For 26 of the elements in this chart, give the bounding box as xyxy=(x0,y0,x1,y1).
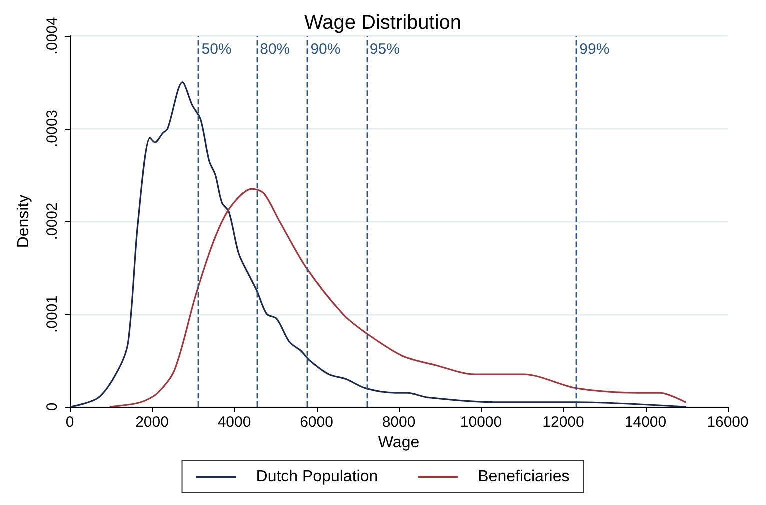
x-axis-title: Wage xyxy=(378,434,420,452)
y-tick-label: 0 xyxy=(44,402,61,412)
x-tick-label: 8000 xyxy=(382,414,416,431)
x-tick-label: 0 xyxy=(66,414,74,431)
y-tick-label: .0001 xyxy=(44,295,61,334)
x-tick-label: 6000 xyxy=(300,414,334,431)
y-tick-label: .0003 xyxy=(44,110,61,148)
annotation: 90% xyxy=(310,41,341,58)
x-tick-label: 12000 xyxy=(542,414,584,431)
legend-label: Dutch Population xyxy=(256,468,378,486)
y-axis-title: Density xyxy=(16,194,32,248)
annotation: 95% xyxy=(370,41,400,58)
line-series xyxy=(70,82,686,408)
x-tick-label: 16000 xyxy=(707,414,749,431)
chart-title: Wage Distribution xyxy=(304,12,462,34)
y-tick-label: .0002 xyxy=(44,202,61,240)
legend-label: Beneficiaries xyxy=(478,468,570,486)
annotation: 50% xyxy=(202,41,232,58)
x-tick-label: 2000 xyxy=(136,414,169,431)
x-tick-label: 14000 xyxy=(624,414,667,431)
annotation: 99% xyxy=(580,41,610,58)
x-tick-label: 4000 xyxy=(218,414,252,431)
y-tick-label: .0004 xyxy=(44,17,61,55)
x-tick-label: 10000 xyxy=(460,414,502,431)
line-series xyxy=(110,188,686,408)
annotation: 80% xyxy=(260,41,290,58)
